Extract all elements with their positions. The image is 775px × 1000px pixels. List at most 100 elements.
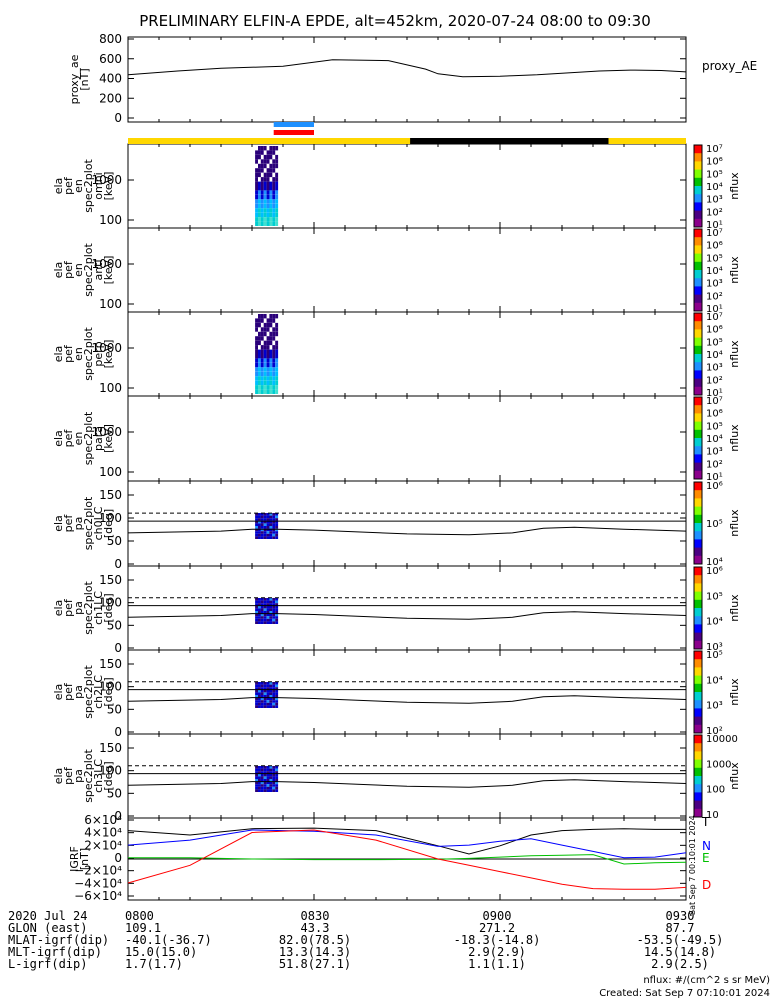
spectrogram-cell: [272, 217, 276, 222]
spectrogram-cell: [255, 687, 258, 690]
spectrogram-cell: [275, 528, 279, 532]
colorbar-band: [694, 759, 702, 769]
spectrogram-cell: [275, 781, 279, 785]
colorbar-tick-label: 10⁴: [706, 617, 723, 628]
spectrogram-cell: [258, 336, 261, 341]
igrf-T-line: [127, 827, 686, 855]
colorbar-band: [694, 177, 702, 187]
spectrogram-cell: [275, 314, 279, 319]
spectrogram-cell: [269, 523, 273, 526]
spectrogram-cell: [266, 768, 270, 772]
units-note: nflux: #/(cm^2 s sr MeV): [643, 975, 770, 986]
spectrogram-cell: [263, 611, 267, 614]
spectrogram-cell: [266, 340, 270, 346]
y-axis-label: spec2plot: [82, 665, 95, 719]
spectrogram-cell: [275, 773, 279, 777]
spectrogram-cell: [269, 531, 273, 534]
spectrogram-cell: [255, 186, 258, 191]
spectrogram-cell: [258, 146, 261, 151]
spectrogram-cell: [255, 700, 258, 703]
spectrogram-cell: [263, 362, 267, 368]
spectrogram-cell: [260, 159, 264, 164]
spectrogram-cell: [260, 520, 264, 524]
spectrogram-cell: [260, 684, 264, 688]
colorbar-band: [694, 329, 702, 339]
spectrogram-cell: [266, 702, 270, 706]
spectrogram-cell: [269, 613, 273, 617]
spectrogram-cell: [269, 318, 273, 323]
spectrogram-cell: [258, 523, 261, 526]
colorbar-tick-label: 10¹: [706, 472, 723, 483]
spectrogram-cell: [272, 531, 276, 534]
colorbar-tick-label: 10⁷: [706, 144, 723, 155]
spectrogram-cell: [255, 190, 258, 195]
spectrogram-cell: [255, 345, 258, 350]
spectrogram-cell: [269, 608, 273, 611]
spectrogram-cell: [266, 389, 270, 394]
y-tick-label: 100: [99, 297, 122, 311]
spectrogram-cell: [263, 177, 267, 182]
spectrogram-cell: [275, 526, 279, 529]
anti-loss-cone-line: [127, 695, 687, 704]
spectrogram-cell: [263, 217, 267, 222]
y-axis-label: [nT]: [78, 848, 91, 870]
igrf-D-line: [127, 829, 687, 890]
spectrogram-cell: [255, 608, 258, 611]
spectrogram-cell: [258, 768, 261, 772]
spectrogram-cell: [269, 513, 273, 516]
spectrogram-cell: [266, 621, 270, 624]
spectrogram-cell: [258, 150, 261, 155]
igrf-E-line: [128, 854, 687, 865]
colorbar-band: [694, 700, 702, 709]
y-axis-label: pef: [62, 766, 75, 785]
spectrogram-cell: [266, 600, 270, 604]
ephemeris-cell: 0830: [301, 909, 330, 923]
y-axis-label: pa: [72, 769, 85, 783]
spectrogram-cell: [272, 314, 276, 319]
panel-frame: [127, 143, 687, 229]
spectrogram-cell: [266, 322, 270, 328]
y-axis-label: ch3LC: [92, 759, 105, 793]
spectrogram-cell: [275, 163, 279, 169]
spectrogram-cell: [275, 380, 279, 386]
spectrogram-cell: [263, 697, 267, 701]
colorbar-tick-label: 10⁴: [706, 266, 723, 277]
spectrogram-cell: [260, 331, 264, 337]
panel-9: IGRF[nT] 6×10⁴4×10⁴2×10⁴0−2×10⁴−4×10⁴−6×1…: [68, 813, 711, 903]
spectrogram-cell: [258, 697, 261, 701]
spectrogram-cell: [272, 523, 276, 526]
spectrogram-cell: [263, 314, 267, 319]
y-axis-label: [keV]: [102, 256, 115, 285]
spectrogram-cell: [260, 336, 264, 341]
spectrogram-cell: [255, 513, 258, 516]
spectrogram-cell: [269, 600, 273, 604]
proxy-ae-line: [127, 59, 687, 78]
spectrogram-cell: [272, 327, 276, 332]
y-tick-label: 6×10⁴: [84, 813, 122, 827]
spectrogram-cell: [260, 692, 264, 695]
spectrogram-cell: [266, 520, 270, 524]
y-tick-label: 0: [114, 557, 122, 571]
spectrogram-cell: [255, 786, 258, 790]
spectrogram-cell: [260, 687, 264, 690]
spectrogram-cell: [255, 695, 258, 698]
spectrogram-cell: [263, 163, 267, 169]
spectrogram-cell: [263, 771, 267, 774]
ephemeris-cell: 87.7: [666, 921, 695, 935]
y-axis-label: ela: [52, 515, 65, 532]
colorbar-frame: [693, 734, 703, 818]
y-axis-label: proxy_ae: [68, 54, 81, 104]
spectrogram-cell: [269, 536, 273, 539]
spectrogram-cell: [260, 217, 264, 222]
spectrogram-cell: [275, 702, 279, 706]
y-tick-label: 150: [99, 741, 122, 755]
colorbar-tick-label: 10²: [706, 291, 723, 302]
spectrogram-cell: [263, 208, 267, 213]
spectrogram-cell: [272, 786, 276, 790]
spectrogram-cell: [272, 146, 276, 151]
spectrogram-cell: [275, 598, 279, 601]
spectrogram-cell: [260, 697, 264, 701]
y-axis-label: [keV]: [102, 172, 115, 201]
spectrogram-cell: [275, 327, 279, 332]
